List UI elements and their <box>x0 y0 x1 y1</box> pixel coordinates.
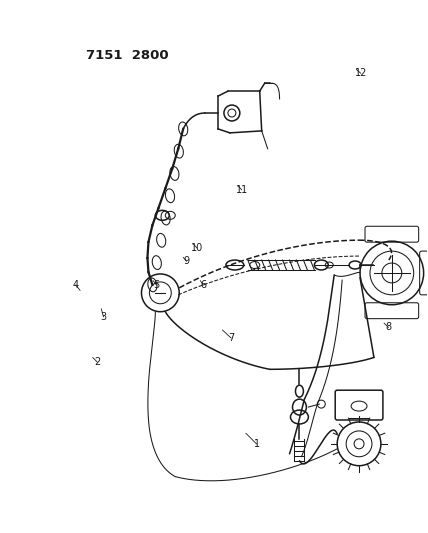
Text: 7: 7 <box>228 333 234 343</box>
Text: 1: 1 <box>253 439 260 449</box>
Ellipse shape <box>148 278 157 292</box>
Text: 7151  2800: 7151 2800 <box>86 50 169 62</box>
Ellipse shape <box>174 144 183 158</box>
Ellipse shape <box>152 256 161 270</box>
Text: 4: 4 <box>73 280 79 290</box>
Text: 3: 3 <box>101 312 107 322</box>
Text: 12: 12 <box>354 68 367 78</box>
Text: 2: 2 <box>94 357 100 367</box>
Text: 11: 11 <box>235 185 248 195</box>
Text: 8: 8 <box>385 322 391 333</box>
Text: 5: 5 <box>154 280 160 290</box>
Ellipse shape <box>166 189 175 203</box>
Text: 6: 6 <box>200 280 206 290</box>
Ellipse shape <box>178 122 188 136</box>
Ellipse shape <box>161 211 170 225</box>
Text: 10: 10 <box>191 243 203 253</box>
Text: 9: 9 <box>183 256 190 266</box>
Ellipse shape <box>157 233 166 247</box>
Ellipse shape <box>170 167 179 180</box>
